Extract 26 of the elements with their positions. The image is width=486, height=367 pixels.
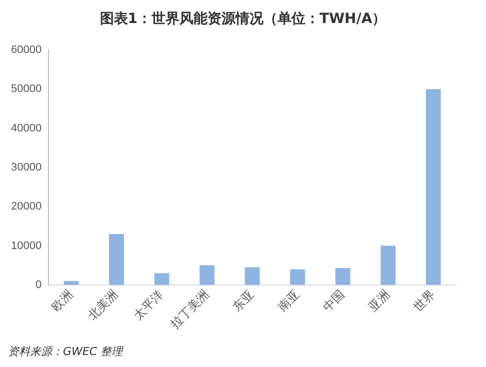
y-tick-label: 20000 (10, 200, 42, 213)
y-tick-label: 50000 (10, 83, 42, 96)
x-tick-label: 南亚 (275, 287, 302, 314)
x-tick-label: 北美洲 (85, 287, 121, 323)
x-tick-label: 世界 (410, 287, 438, 314)
bar (154, 273, 170, 285)
bar (109, 234, 124, 285)
text: 资料来源：GWEC 整理 (8, 344, 123, 359)
bar (200, 265, 214, 285)
y-tick-label: 10000 (10, 240, 42, 252)
x-tick-label: 太平洋 (130, 287, 166, 323)
y-tick-label: 30000 (10, 161, 42, 174)
y-tick-label: 40000 (10, 122, 42, 134)
y-tick-label: 0 (35, 278, 42, 291)
x-tick-label: 拉丁美洲 (168, 287, 212, 332)
chart-title: 图表1：世界风能资源情况（单位：TWH/A） (98, 10, 388, 28)
x-tick-label: 欧洲 (48, 287, 76, 314)
x-tick-label: 亚洲 (366, 287, 392, 314)
bar (335, 268, 350, 285)
bar (426, 89, 441, 285)
bar (380, 246, 396, 285)
bar (244, 267, 260, 285)
y-tick-label: 60000 (10, 44, 42, 56)
bar (290, 269, 306, 285)
x-tick-label: 中国 (320, 287, 348, 314)
x-tick-label: 东亚 (230, 287, 257, 314)
